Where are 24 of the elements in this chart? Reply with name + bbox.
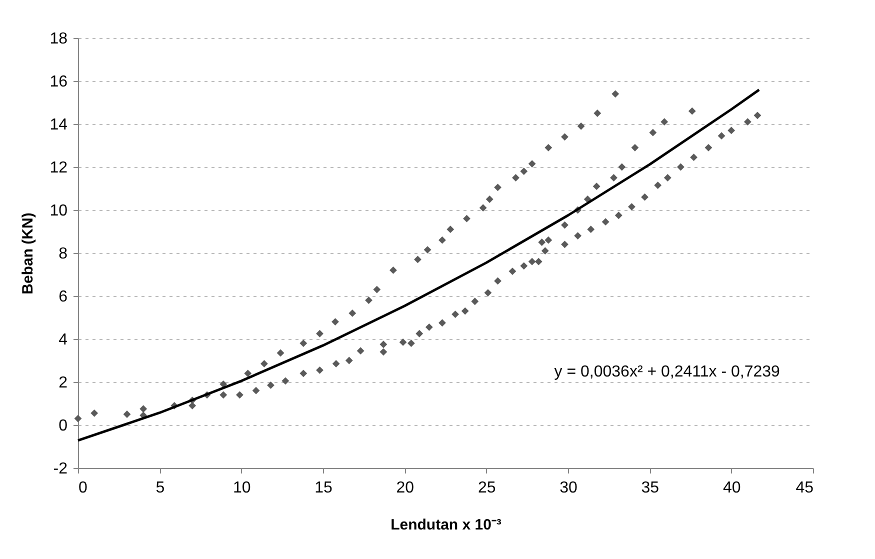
y-tick-label: 0 <box>58 418 68 434</box>
y-tick-label: 18 <box>50 30 68 48</box>
y-tick-label: 14 <box>50 116 68 134</box>
x-tick-label: 20 <box>396 480 414 496</box>
y-tick-label: 12 <box>50 160 68 176</box>
y-tick-label: -2 <box>53 460 68 478</box>
x-tick-label: 10 <box>232 480 251 496</box>
x-tick-label: 5 <box>156 480 165 496</box>
x-tick-label: 35 <box>641 480 660 496</box>
y-tick-label: 10 <box>50 202 68 220</box>
x-tick-label: 15 <box>314 480 332 496</box>
x-tick-label: 25 <box>478 480 496 496</box>
x-tick-label: 0 <box>78 480 88 496</box>
x-tick-label: 40 <box>722 480 741 496</box>
y-tick-label: 4 <box>58 332 68 348</box>
annotation: y = 0,0036x² + 0,2411x - 0,7239 <box>554 363 780 380</box>
x-tick-label: 30 <box>560 480 578 496</box>
y-axis-title: Beban (KN) <box>20 212 37 294</box>
y-tick-label: 6 <box>58 288 68 306</box>
y-tick-label: 2 <box>58 374 68 392</box>
y-tick-label: 8 <box>58 246 68 262</box>
x-axis-title: Lendutan x 10⁻³ <box>390 516 502 534</box>
y-tick-label: 16 <box>50 74 68 90</box>
x-tick-label: 45 <box>796 480 814 496</box>
